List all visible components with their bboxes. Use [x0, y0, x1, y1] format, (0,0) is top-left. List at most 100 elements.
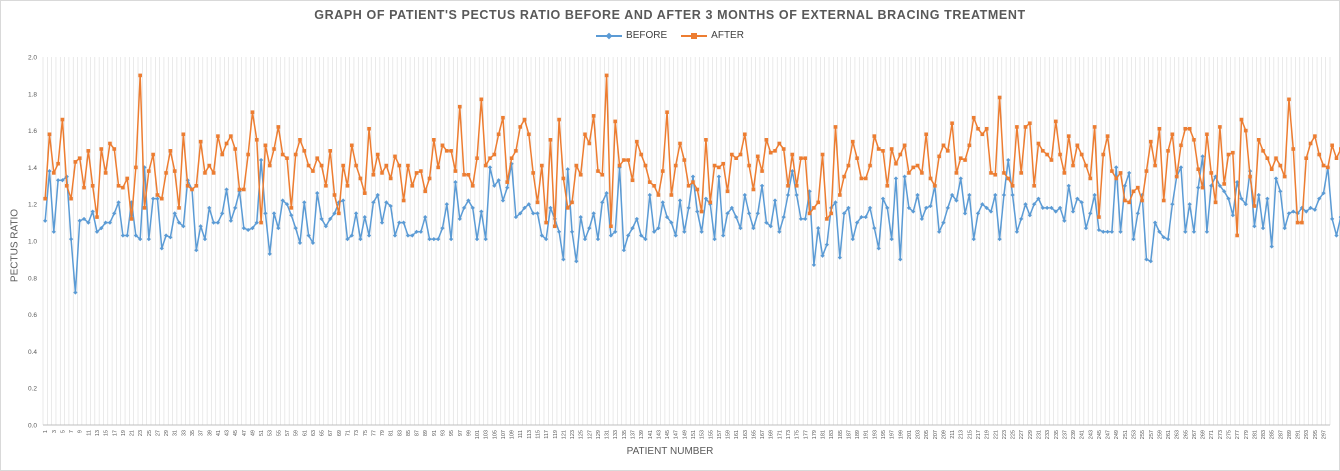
x-tick-label: 83: [397, 430, 403, 436]
x-tick-label: 63: [311, 430, 317, 436]
x-tick-label: 195: [881, 430, 887, 439]
y-tick-label: 0.6: [28, 312, 37, 319]
data-point-after: [259, 220, 263, 225]
data-point-after: [902, 143, 907, 148]
data-point-after: [315, 156, 320, 160]
data-point-before: [755, 211, 760, 216]
data-point-after: [371, 172, 376, 177]
x-tick-label: 141: [648, 430, 654, 439]
data-point-before: [561, 257, 566, 262]
data-point-before: [233, 205, 238, 210]
data-point-before: [1278, 189, 1283, 194]
data-point-before: [677, 198, 683, 203]
data-point-before: [263, 211, 268, 216]
data-point-before: [660, 200, 665, 205]
data-point-before: [993, 192, 998, 198]
data-point-before: [1127, 170, 1132, 176]
data-point-after: [1174, 174, 1179, 179]
data-point-after: [846, 163, 851, 168]
data-point-before: [794, 192, 799, 198]
data-point-after: [626, 158, 630, 162]
data-point-after: [1153, 163, 1157, 168]
legend-label-before: BEFORE: [626, 30, 668, 41]
data-point-after: [1123, 198, 1127, 203]
data-point-before: [1023, 202, 1028, 207]
data-point-after: [1010, 184, 1015, 188]
data-point-before: [159, 246, 164, 251]
data-point-before: [790, 168, 795, 174]
data-point-before: [215, 220, 221, 225]
data-point-before: [202, 237, 208, 242]
data-point-before: [1230, 213, 1235, 218]
data-point-before: [1096, 227, 1102, 233]
x-tick-label: 5: [60, 430, 66, 433]
data-point-after: [1161, 198, 1166, 203]
data-point-before: [492, 183, 497, 188]
data-point-after: [479, 97, 484, 102]
data-point-before: [548, 205, 553, 210]
data-point-after: [1079, 152, 1084, 157]
data-point-before: [1226, 196, 1231, 201]
x-tick-label: 271: [1209, 430, 1215, 439]
data-point-after: [194, 184, 199, 188]
x-tick-label: 193: [872, 430, 878, 439]
data-point-before: [332, 211, 337, 216]
data-point-after: [725, 189, 730, 194]
data-point-after: [635, 139, 639, 144]
data-point-before: [310, 240, 316, 245]
data-point-before: [1291, 209, 1296, 214]
data-point-after: [319, 163, 324, 168]
x-tick-label: 95: [449, 430, 455, 436]
data-point-after: [552, 224, 557, 229]
data-point-after: [920, 171, 924, 175]
x-tick-label: 103: [484, 430, 490, 439]
x-tick-label: 17: [112, 430, 118, 436]
data-point-after: [1282, 174, 1287, 179]
x-tick-label: 91: [432, 430, 438, 436]
x-tick-label: 27: [155, 430, 161, 436]
x-tick-label: 75: [363, 430, 369, 436]
data-point-after: [587, 141, 592, 146]
data-point-before: [837, 255, 842, 260]
data-point-after: [129, 217, 134, 221]
x-tick-label: 249: [1114, 430, 1120, 439]
data-point-after: [777, 141, 782, 146]
data-point-before: [915, 192, 920, 198]
x-tick-label: 121: [561, 430, 567, 439]
data-point-after: [246, 152, 250, 157]
data-point-before: [889, 237, 894, 242]
x-tick-label: 3: [52, 430, 58, 433]
x-tick-label: 211: [950, 430, 956, 439]
data-point-before: [967, 192, 972, 198]
data-point-after: [850, 139, 855, 144]
data-point-before: [669, 220, 674, 225]
data-point-after: [1218, 125, 1222, 129]
data-point-before: [1286, 211, 1292, 216]
data-point-after: [1338, 147, 1340, 151]
data-point-after: [427, 176, 432, 181]
data-point-before: [898, 257, 903, 262]
data-point-after: [820, 152, 825, 157]
data-point-before: [919, 216, 924, 222]
data-point-before: [181, 224, 186, 229]
x-tick-label: 263: [1175, 430, 1181, 439]
data-point-before: [246, 227, 251, 233]
data-point-after: [565, 206, 570, 210]
data-point-before: [354, 211, 359, 216]
data-point-after: [263, 143, 268, 148]
data-point-after: [514, 149, 518, 153]
x-tick-label: 29: [164, 430, 170, 436]
x-tick-label: 145: [665, 430, 671, 439]
x-tick-label: 175: [795, 430, 801, 439]
data-point-after: [876, 147, 881, 151]
data-point-before: [289, 213, 294, 218]
data-point-after: [738, 152, 743, 157]
data-point-before: [479, 209, 484, 214]
x-tick-label: 205: [924, 430, 930, 439]
data-point-before: [595, 237, 601, 242]
data-point-before: [798, 216, 804, 222]
data-point-before: [280, 198, 285, 203]
data-point-after: [492, 152, 497, 157]
x-tick-label: 19: [121, 430, 127, 436]
data-point-after: [1015, 125, 1019, 129]
